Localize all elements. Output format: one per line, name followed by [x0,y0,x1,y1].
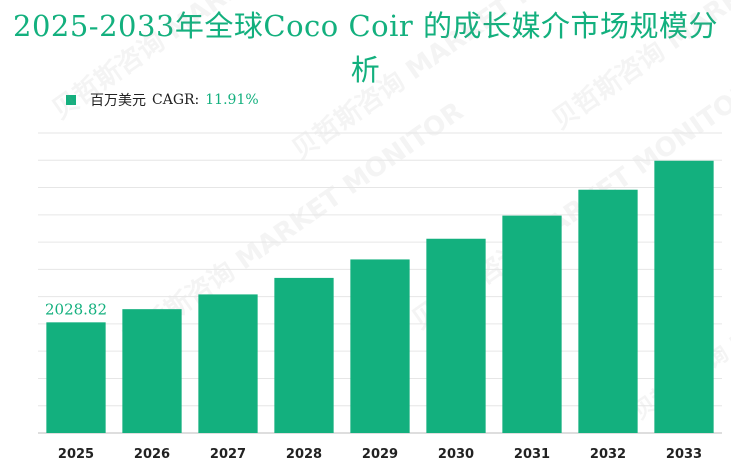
legend-series-label: 百万美元 [90,93,146,109]
legend-cagr-label: CAGR: [152,92,200,108]
bar-2025 [46,322,106,433]
x-tick-label: 2025 [58,447,94,462]
x-tick-label: 2028 [286,447,322,462]
x-tick-label: 2033 [666,447,702,462]
bar-2026 [122,309,182,433]
legend-cagr-value: 11.91% [205,92,259,108]
legend: 百万美元 CAGR: 11.91% [66,90,259,110]
bar-2028 [274,277,334,433]
x-tick-label: 2026 [134,447,170,462]
bar-2030 [426,238,486,433]
bar-2029 [350,259,410,433]
x-tick-label: 2027 [210,447,246,462]
x-tick-label: 2031 [514,447,550,462]
x-tick-label: 2030 [438,447,474,462]
x-tick-label: 2029 [362,447,398,462]
legend-swatch [66,95,76,105]
bar-2032 [578,189,638,433]
chart-title: 2025-2033年全球Coco Coir 的成长媒介市场规模分析 [13,9,718,87]
bar-2027 [198,294,258,433]
bar-2033 [654,160,714,434]
x-tick-label: 2032 [590,447,626,462]
bar-2031 [502,215,562,433]
data-label-2025: 2028.82 [45,300,107,318]
